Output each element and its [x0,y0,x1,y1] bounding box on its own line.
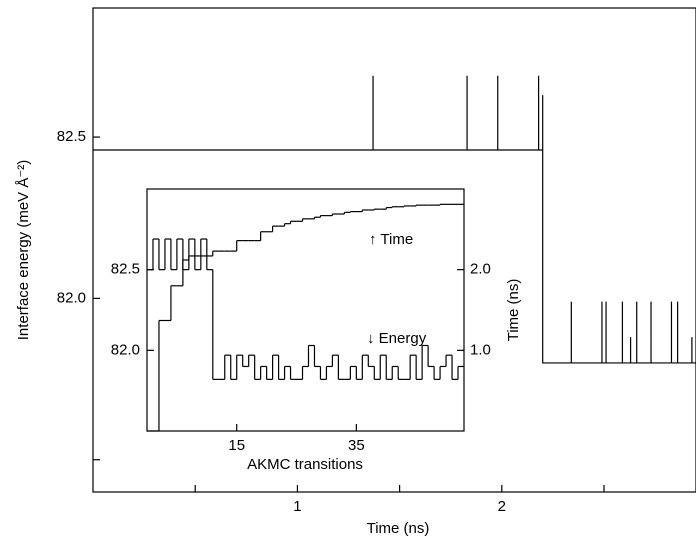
y2-axis-label: Time (ns) [505,279,522,342]
x-axis-label: Time (ns) [367,520,430,537]
annotation: ↓ Energy [367,330,427,347]
energy-line [93,75,696,364]
y-axis-label: Interface energy (meV Å⁻²) [15,160,32,340]
y-tick-label: 82.5 [57,128,86,145]
x-tick-label: 2 [498,498,506,515]
inset-frame [146,188,465,432]
y2-tick-label: 1.0 [470,341,491,358]
y2-tick-label: 2.0 [470,261,491,278]
x-tick-label: 35 [348,437,365,454]
y-tick-label: 82.0 [57,289,86,306]
y-tick-label: 82.0 [111,341,140,358]
x-axis-label: AKMC transitions [247,456,363,473]
annotation: ↑ Time [369,231,413,248]
y-tick-label: 82.5 [111,261,140,278]
x-tick-label: 1 [293,498,301,515]
x-tick-label: 15 [228,437,245,454]
